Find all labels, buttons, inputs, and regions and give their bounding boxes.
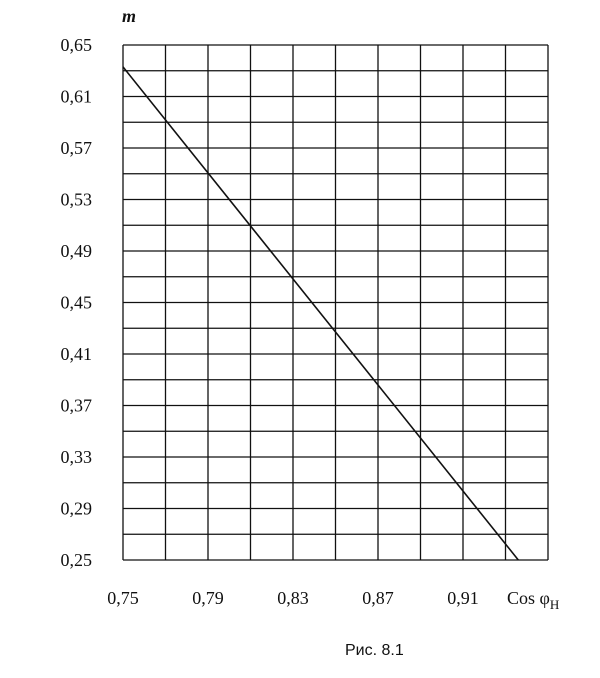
x-tick-labels: 0,75 0,79 0,83 0,87 0,91 <box>107 588 479 608</box>
grid <box>122 44 549 561</box>
y-tick-label: 0,37 <box>61 396 93 416</box>
x-axis-title: Cos φН <box>507 588 559 612</box>
y-tick-label: 0,45 <box>61 293 93 313</box>
x-axis-title-subscript: Н <box>550 597 559 612</box>
x-tick-label: 0,87 <box>362 588 394 608</box>
y-tick-label: 0,61 <box>61 87 93 107</box>
x-tick-label: 0,91 <box>447 588 479 608</box>
y-tick-label: 0,49 <box>61 241 93 261</box>
y-tick-label: 0,33 <box>61 447 93 467</box>
series-layer <box>122 66 519 561</box>
series-line <box>122 66 519 561</box>
x-tick-label: 0,83 <box>277 588 309 608</box>
x-tick-label: 0,75 <box>107 588 139 608</box>
figure-caption: Рис. 8.1 <box>345 642 404 659</box>
x-axis-title-main: Cos φ <box>507 588 550 608</box>
y-tick-label: 0,53 <box>61 190 93 210</box>
y-axis-title: m <box>122 6 136 26</box>
y-tick-label: 0,25 <box>61 550 93 570</box>
y-tick-labels: 0,65 0,61 0,57 0,53 0,49 0,45 0,41 0,37 0,33 0,29… <box>61 35 93 570</box>
y-tick-label: 0,65 <box>61 35 93 55</box>
x-tick-label: 0,79 <box>192 588 224 608</box>
y-tick-label: 0,57 <box>61 138 93 158</box>
y-tick-label: 0,29 <box>61 499 93 519</box>
y-tick-label: 0,41 <box>61 344 93 364</box>
